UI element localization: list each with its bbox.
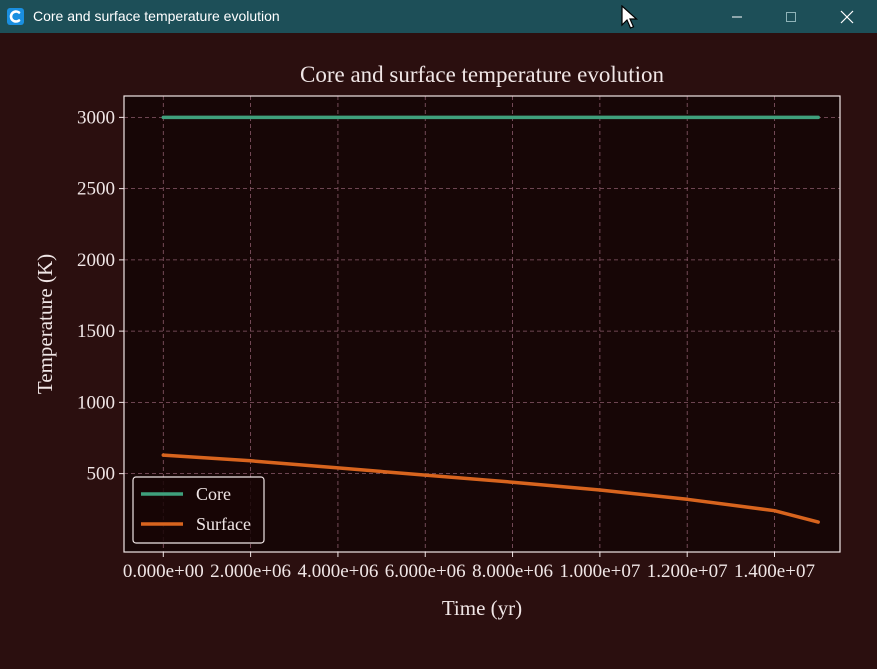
x-tick-label: 1.400e+07: [734, 561, 815, 582]
legend-label-surface: Surface: [196, 514, 251, 534]
y-tick-label: 3000: [77, 107, 115, 128]
close-icon: [840, 10, 854, 23]
maximize-icon: [786, 11, 796, 22]
x-tick-label: 8.000e+06: [472, 561, 553, 582]
app-c-icon: [7, 8, 24, 25]
close-button[interactable]: [820, 0, 874, 33]
x-tick-label: 2.000e+06: [210, 561, 291, 582]
x-tick-label: 6.000e+06: [385, 561, 466, 582]
plot-background: [124, 96, 840, 552]
legend-label-core: Core: [196, 484, 231, 504]
y-axis-label: Temperature (K): [33, 254, 57, 394]
chart-title: Core and surface temperature evolution: [300, 62, 665, 87]
legend: Core Surface: [132, 476, 265, 544]
plot-frame: [123, 95, 841, 553]
y-tick-label: 1000: [77, 392, 115, 413]
minimize-icon: [732, 16, 742, 17]
x-tick-label: 1.200e+07: [647, 561, 728, 582]
temperature-chart: 0.000e+00 2.000e+06 4.000e+06 6.000e+06 8.00…: [33, 62, 841, 620]
x-tick-label: 0.000e+00: [123, 561, 204, 582]
y-tick-label: 1500: [77, 321, 115, 342]
x-tick-label: 1.000e+07: [559, 561, 640, 582]
axis-ticks: 0.000e+00 2.000e+06 4.000e+06 6.000e+06 8.00…: [77, 107, 815, 582]
x-axis-label: Time (yr): [442, 596, 522, 620]
series-line-surface: [161, 453, 820, 524]
window-titlebar: Core and surface temperature evolution: [0, 0, 877, 33]
mouse-cursor-icon: [621, 5, 639, 29]
window-title: Core and surface temperature evolution: [33, 8, 280, 24]
series-lines: [161, 115, 820, 524]
y-tick-label: 500: [87, 464, 116, 485]
chart-area: 0.000e+00 2.000e+06 4.000e+06 6.000e+06 8.00…: [0, 33, 877, 664]
y-tick-label: 2000: [77, 250, 115, 271]
x-tick-label: 4.000e+06: [297, 561, 378, 582]
y-tick-label: 2500: [77, 179, 115, 200]
minimize-button[interactable]: [710, 0, 764, 33]
maximize-button[interactable]: [764, 0, 818, 33]
